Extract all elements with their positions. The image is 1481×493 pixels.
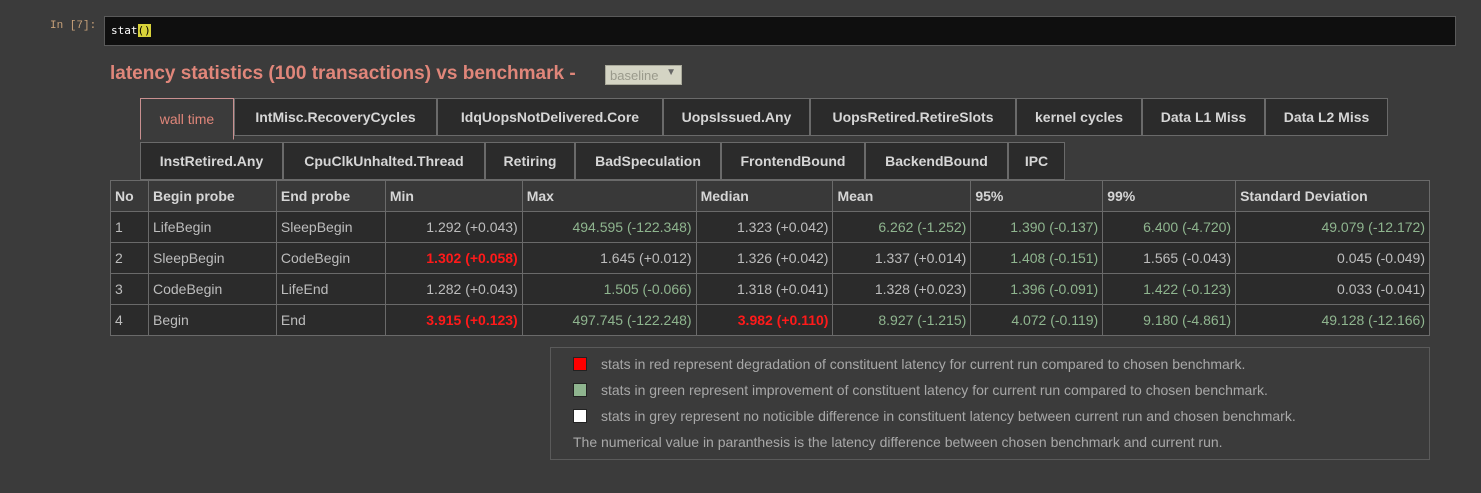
tab-cpuclkunhalted-thread[interactable]: CpuClkUnhalted.Thread (283, 142, 485, 180)
table-cell: 3.915 (+0.123) (384, 304, 523, 336)
legend-red-text: stats in red represent degradation of co… (601, 356, 1246, 372)
table-cell: 1.323 (+0.042) (695, 211, 834, 243)
legend-panel: stats in red represent degradation of co… (550, 347, 1430, 460)
table-row: 1 LifeBegin SleepBegin 1.292 (+0.043) 494.59… (110, 211, 1430, 243)
table-cell: 1.326 (+0.042) (695, 242, 834, 274)
table-cell: 3.982 (+0.110) (695, 304, 834, 336)
header-end-probe: End probe (275, 180, 386, 212)
table-row: 4 Begin End 3.915 (+0.123) 497.745 (-122.248… (110, 304, 1430, 336)
latency-stats-table: No Begin probe End probe Min Max Median … (110, 180, 1430, 336)
table-cell: 1.565 (-0.043) (1102, 242, 1237, 274)
table-cell: 1.318 (+0.041) (695, 273, 834, 305)
table-cell: 1 (110, 211, 149, 243)
header-99: 99% (1102, 180, 1237, 212)
table-cell: 2 (110, 242, 149, 274)
table-cell: 4.072 (-0.119) (970, 304, 1104, 336)
cell-prompt: In [7]: (50, 20, 97, 32)
table-cell: 4 (110, 304, 149, 336)
table-row: 3 CodeBegin LifeEnd 1.282 (+0.043) 1.505 (-0… (110, 273, 1430, 305)
tab-badspeculation[interactable]: BadSpeculation (575, 142, 721, 180)
header-begin-probe: Begin probe (147, 180, 277, 212)
tab-retiring[interactable]: Retiring (485, 142, 575, 180)
table-cell: 1.292 (+0.043) (384, 211, 523, 243)
table-cell: 9.180 (-4.861) (1102, 304, 1237, 336)
table-cell: 6.400 (-4.720) (1102, 211, 1237, 243)
tab-uopsissued-any[interactable]: UopsIssued.Any (663, 98, 810, 136)
table-cell: 1.408 (-0.151) (970, 242, 1104, 274)
header-median: Median (695, 180, 834, 212)
table-cell: 1.422 (-0.123) (1102, 273, 1237, 305)
tab-wall-time[interactable]: wall time (140, 98, 234, 140)
page-title: latency statistics (100 transactions) vs… (110, 63, 576, 84)
table-cell: 1.390 (-0.137) (970, 211, 1104, 243)
tab-frontendbound[interactable]: FrontendBound (721, 142, 865, 180)
table-cell: 494.595 (-122.348) (521, 211, 697, 243)
header-min: Min (384, 180, 523, 212)
tab-kernel-cycles[interactable]: kernel cycles (1016, 98, 1142, 136)
header-mean: Mean (832, 180, 972, 212)
table-cell: 49.079 (-12.172) (1235, 211, 1430, 243)
table-cell: 3 (110, 273, 149, 305)
table-cell: 6.262 (-1.252) (832, 211, 972, 243)
table-cell: 1.396 (-0.091) (970, 273, 1104, 305)
table-cell: Begin (147, 304, 277, 336)
table-cell: End (275, 304, 386, 336)
table-cell: 497.745 (-122.248) (521, 304, 697, 336)
table-cell: 1.337 (+0.014) (832, 242, 972, 274)
benchmark-select-value: baseline (610, 68, 659, 83)
header-no: No (110, 180, 149, 212)
tab-intmisc-recoverycycles[interactable]: IntMisc.RecoveryCycles (234, 98, 437, 136)
table-cell: 1.328 (+0.023) (832, 273, 972, 305)
tab-idquopsnotdelivered-core[interactable]: IdqUopsNotDelivered.Core (437, 98, 663, 136)
legend-note: The numerical value in paranthesis is th… (573, 434, 1223, 450)
header-max: Max (521, 180, 697, 212)
tab-ipc[interactable]: IPC (1008, 142, 1065, 180)
grey-swatch (573, 409, 587, 423)
tab-instretired-any[interactable]: InstRetired.Any (140, 142, 283, 180)
legend-green: stats in green represent improvement of … (573, 382, 1268, 398)
tab-data-l1-miss[interactable]: Data L1 Miss (1142, 98, 1265, 136)
table-cell: LifeBegin (147, 211, 277, 243)
header-std-dev: Standard Deviation (1235, 180, 1430, 212)
table-cell: 1.645 (+0.012) (521, 242, 697, 274)
green-swatch (573, 383, 587, 397)
tab-uopsretired-retireslots[interactable]: UopsRetired.RetireSlots (810, 98, 1016, 136)
legend-grey: stats in grey represent no noticible dif… (573, 408, 1296, 424)
table-cell: SleepBegin (147, 242, 277, 274)
table-cell: SleepBegin (275, 211, 386, 243)
red-swatch (573, 357, 587, 371)
table-cell: 8.927 (-1.215) (832, 304, 972, 336)
table-cell: 1.282 (+0.043) (384, 273, 523, 305)
code-text: stat() (111, 24, 151, 37)
chevron-down-icon: ▼ (666, 67, 676, 78)
header-95: 95% (970, 180, 1104, 212)
benchmark-select[interactable]: baseline ▼ (605, 65, 682, 85)
table-cell: CodeBegin (275, 242, 386, 274)
table-cell: 0.033 (-0.041) (1235, 273, 1430, 305)
table-cell: CodeBegin (147, 273, 277, 305)
tab-backendbound[interactable]: BackendBound (865, 142, 1008, 180)
code-cell-input[interactable]: stat() (104, 16, 1456, 46)
legend-grey-text: stats in grey represent no noticible dif… (601, 408, 1296, 424)
table-cell: LifeEnd (275, 273, 386, 305)
table-row: 2 SleepBegin CodeBegin 1.302 (+0.058) 1.645 … (110, 242, 1430, 274)
table-cell: 49.128 (-12.166) (1235, 304, 1430, 336)
table-header-row: No Begin probe End probe Min Max Median … (110, 180, 1430, 212)
table-cell: 1.302 (+0.058) (384, 242, 523, 274)
legend-red: stats in red represent degradation of co… (573, 356, 1245, 372)
legend-green-text: stats in green represent improvement of … (601, 382, 1268, 398)
table-cell: 0.045 (-0.049) (1235, 242, 1430, 274)
tab-data-l2-miss[interactable]: Data L2 Miss (1265, 98, 1388, 136)
table-cell: 1.505 (-0.066) (521, 273, 697, 305)
